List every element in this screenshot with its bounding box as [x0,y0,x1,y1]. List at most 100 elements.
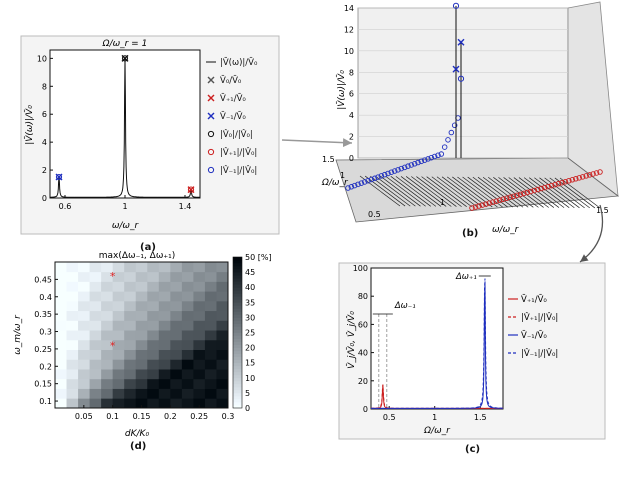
panel-d-cell [147,262,160,273]
panel-b-vplus1-point [510,193,517,200]
panel-b-spectrum-trace [364,175,406,207]
panel-d-cell [55,291,67,302]
panel-a-label: (a) [140,242,156,253]
panel-d-colorbar-segment [233,362,242,367]
panel-b-vminus1-point [371,175,378,182]
panel-b-vplus1-point [507,194,513,201]
panel-d-colorbar-tick: 0 [245,404,250,413]
panel-d-cell [112,398,125,409]
panel-b-spectrum-trace [554,177,596,209]
panel-d-cell [78,359,90,370]
panel-a-ylabel: |V̄(ω)|/V̄₀ [23,105,35,145]
panel-d-cell [216,339,229,350]
panel-b-vplus1-point [483,201,489,207]
panel-b-vminus1-point [388,169,395,175]
panel-d-colorbar-segment [233,365,242,370]
panel-d-colorbar-segment [233,269,242,273]
arrow-b-to-c [579,204,604,263]
panel-b-vplus1-point [503,195,510,202]
panel-d-cell [112,378,125,389]
panel-b-vminus1-point [368,176,375,183]
panel-b-ztick: 4 [349,111,354,120]
panel-d-cell [158,369,171,380]
panel-d-cell [55,398,67,409]
panel-d-cell [135,271,148,282]
panel-d-colorbar-segment [233,341,242,345]
panel-d-cell [124,320,137,331]
panel-d-cell [66,359,79,370]
panel-b-peak-marker [452,65,460,73]
panel-b-vplus1-point [555,180,562,187]
panel-d-cell [158,378,171,389]
panel-d-cell [66,388,79,399]
panel-d-cell [193,320,206,331]
panel-d-cell [147,388,160,399]
legend-marker-glyph [207,130,215,138]
panel-d-cell [193,271,206,282]
panel-d-cell [101,291,114,302]
panel-d-cell [66,291,79,302]
legend-marker-glyph [207,148,215,156]
panel-b-vplus1-point [590,171,596,177]
panel-d-cell [124,349,137,360]
panel-b-vplus1-point [490,199,496,205]
panel-d-colorbar-segment [233,305,242,309]
panel-d-colorbar-tick: 45 [245,268,255,277]
panel-d-cell [170,339,183,350]
panel-b-vminus1-point [358,180,365,186]
panel-b-vplus1-point [586,172,593,178]
panel-b-vminus1-point [421,157,428,163]
panel-d-cell [147,359,160,370]
panel-b-peak-marker [457,75,465,82]
panel-d-colorbar-tick: 5 [245,389,250,398]
panel-d-cell [158,359,171,370]
panel-d-cell [216,330,229,341]
panel-d-cell [204,378,217,389]
panel-d-cell [170,300,183,312]
panel-b-vminus1-point [415,159,421,166]
panel-d-colorbar-segment [233,296,242,300]
panel-d-cell [158,388,171,399]
panel-d-cell [193,349,206,360]
panel-b-peak-marker [452,2,460,9]
panel-d-cell [89,369,102,380]
panel-b-vplus1-point [476,203,482,209]
panel-d-cell [147,330,160,341]
panel-b-vplus1-point [469,205,475,211]
panel-d-cell [89,291,102,302]
panel-d-cell [158,349,171,360]
panel-d-colorbar-tick: 35 [245,298,255,307]
panel-d-cell [193,291,206,302]
panel-a-figure: Ω/ω_r = 1 0 2 4 6 8 10 0.6 1 1.4 ω/ω_r |V̄(ω)|/… [20,35,280,235]
panel-b-vplus1-point [593,170,600,176]
panel-b-ztick: 0 [349,154,354,163]
panel-d-colorbar-segment [233,320,242,324]
panel-b-vminus1-point [361,179,368,185]
panel-b-spectrum-trace [462,176,503,208]
panel-d-colorbar-segment [233,386,242,391]
panel-d-cell [78,291,90,302]
panel-b-vplus1-point [566,178,572,184]
panel-d-cell [204,291,217,302]
panel-d-cell [170,262,183,273]
panel-d-cell [101,388,114,399]
panel-d-colorbar-segment [233,377,242,382]
panel-d-colorbar-segment [233,278,242,282]
panel-b-xtick: 1 [440,198,445,207]
panel-d-cell [101,271,114,282]
panel-d-cell [135,369,148,380]
panel-d-cell [147,291,160,302]
panel-a-ytick: 8 [42,82,47,91]
panel-d-cell [101,310,114,321]
panel-d-colorbar-tick: 20 [245,344,255,353]
panel-d-cell [216,300,229,312]
panel-b: 0 2 4 6 8 10 12 14 0.5 1 1.5 1.5 1 |V̄(ω)|/V̄₀ Ω/ω_… [300,0,630,240]
panel-c-ytick: 60 [358,320,368,329]
panel-d-cell [112,349,125,360]
panel-d-cell [135,349,148,360]
panel-d-cell [101,262,114,273]
panel-d-cell [181,291,194,302]
panel-d-cell [78,398,90,409]
panel-d-cell [124,330,137,341]
panel-b-vminus1-point [398,165,405,172]
